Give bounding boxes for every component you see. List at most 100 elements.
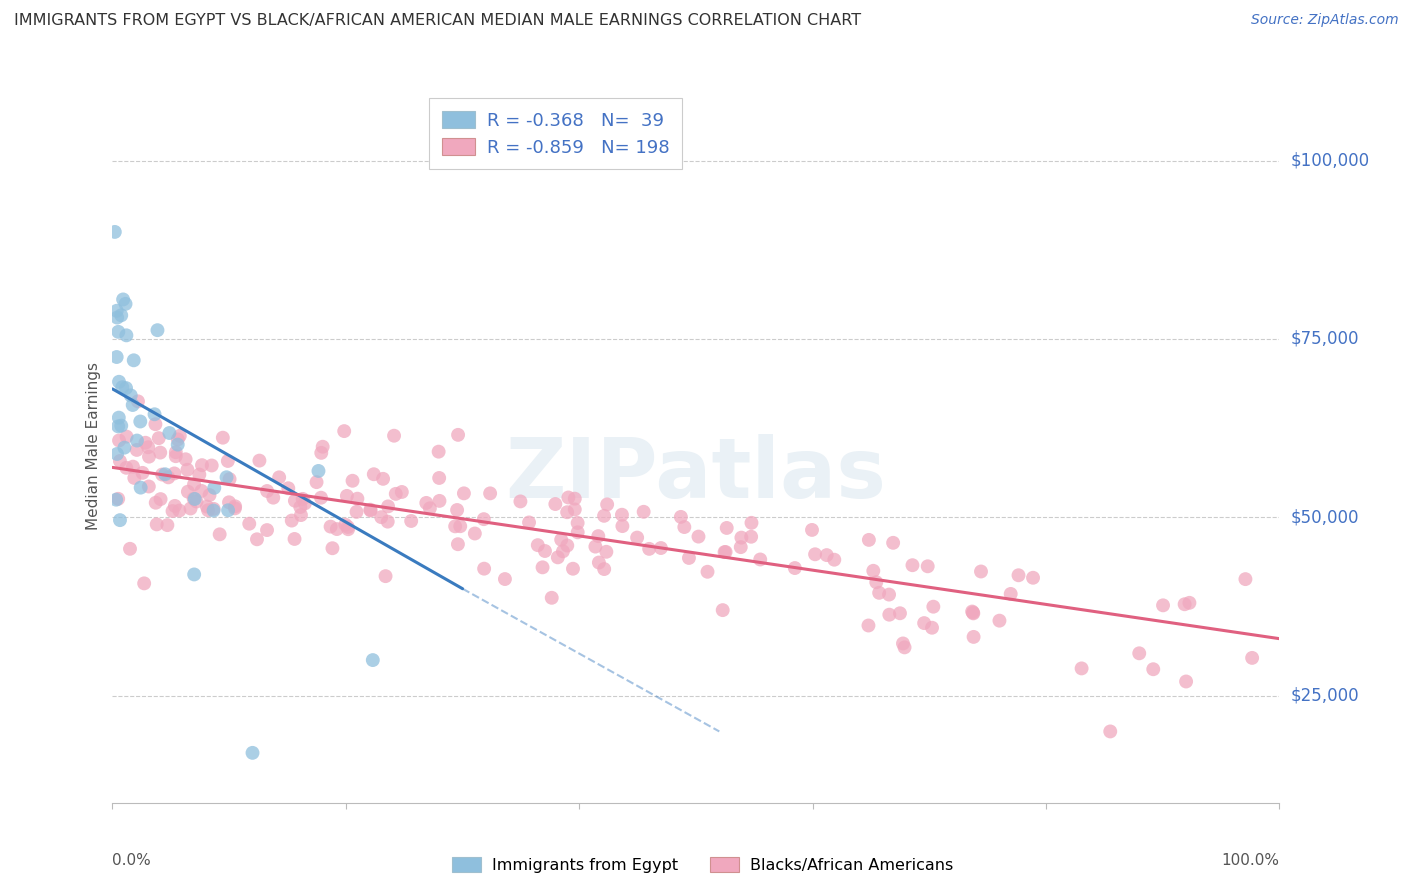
Point <box>165 445 187 459</box>
Point <box>544 497 567 511</box>
Point <box>711 603 734 617</box>
Point <box>716 521 738 535</box>
Point <box>107 419 129 434</box>
Point <box>180 501 202 516</box>
Point <box>696 565 718 579</box>
Point <box>446 503 468 517</box>
Point <box>145 417 167 432</box>
Point <box>211 431 233 445</box>
Point <box>319 519 342 533</box>
Point <box>815 548 838 562</box>
Point <box>1175 674 1198 689</box>
Text: 100.0%: 100.0% <box>1222 853 1279 868</box>
Point <box>115 460 138 475</box>
Text: ZIPatlas: ZIPatlas <box>506 434 886 515</box>
Point <box>149 492 172 507</box>
Point <box>291 491 314 506</box>
Point <box>688 530 710 544</box>
Point <box>472 512 495 526</box>
Point <box>105 447 128 461</box>
Point <box>217 503 239 517</box>
Point <box>238 516 260 531</box>
Point <box>988 614 1011 628</box>
Point <box>112 441 135 455</box>
Point <box>336 489 359 503</box>
Point <box>177 484 200 499</box>
Point <box>284 493 307 508</box>
Point <box>105 303 128 318</box>
Point <box>312 440 335 454</box>
Point <box>148 431 170 445</box>
Point <box>108 434 131 448</box>
Point <box>801 523 824 537</box>
Point <box>242 746 264 760</box>
Point <box>166 437 188 451</box>
Point <box>326 522 349 536</box>
Point <box>262 491 284 505</box>
Y-axis label: Median Male Earnings: Median Male Earnings <box>86 362 101 530</box>
Point <box>783 561 806 575</box>
Point <box>449 519 471 533</box>
Point <box>246 533 269 547</box>
Point <box>224 500 246 514</box>
Point <box>391 485 413 500</box>
Point <box>163 467 186 481</box>
Point <box>889 607 911 621</box>
Point <box>359 502 381 516</box>
Point <box>143 407 166 421</box>
Point <box>346 505 368 519</box>
Point <box>157 470 180 484</box>
Point <box>804 547 827 561</box>
Point <box>134 576 156 591</box>
Point <box>129 415 152 429</box>
Point <box>612 519 634 533</box>
Point <box>567 516 589 530</box>
Point <box>156 518 179 533</box>
Point <box>419 501 441 516</box>
Text: $50,000: $50,000 <box>1291 508 1360 526</box>
Point <box>1007 568 1029 582</box>
Point <box>107 410 129 425</box>
Point <box>309 491 332 505</box>
Point <box>163 499 186 513</box>
Point <box>540 591 562 605</box>
Point <box>138 479 160 493</box>
Point <box>294 496 316 510</box>
Legend: R = -0.368   N=  39, R = -0.859   N= 198: R = -0.368 N= 39, R = -0.859 N= 198 <box>429 98 682 169</box>
Point <box>399 514 422 528</box>
Point <box>509 494 531 508</box>
Point <box>183 477 205 491</box>
Point <box>447 428 470 442</box>
Point <box>145 496 167 510</box>
Point <box>202 481 225 495</box>
Point <box>858 618 880 632</box>
Point <box>464 526 486 541</box>
Point <box>290 508 312 522</box>
Text: IMMIGRANTS FROM EGYPT VS BLACK/AFRICAN AMERICAN MEDIAN MALE EARNINGS CORRELATION: IMMIGRANTS FROM EGYPT VS BLACK/AFRICAN A… <box>14 13 862 29</box>
Point <box>337 522 360 536</box>
Point <box>105 350 128 364</box>
Point <box>335 517 357 532</box>
Point <box>638 541 661 556</box>
Point <box>290 500 312 514</box>
Point <box>136 440 159 454</box>
Point <box>494 572 516 586</box>
Point <box>583 540 606 554</box>
Point <box>610 508 633 522</box>
Point <box>882 536 904 550</box>
Point <box>1099 724 1122 739</box>
Point <box>858 533 880 547</box>
Point <box>112 293 135 307</box>
Point <box>678 551 700 566</box>
Point <box>269 470 291 484</box>
Point <box>555 539 578 553</box>
Point <box>188 467 211 482</box>
Point <box>110 308 132 322</box>
Point <box>174 452 197 467</box>
Point <box>110 418 132 433</box>
Point <box>891 636 914 650</box>
Point <box>256 483 278 498</box>
Point <box>125 442 148 457</box>
Point <box>547 550 569 565</box>
Point <box>122 459 145 474</box>
